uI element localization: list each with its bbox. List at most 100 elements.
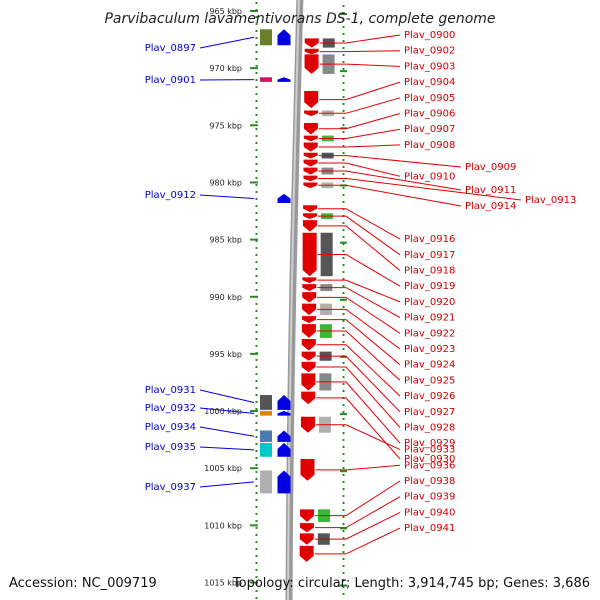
forward-gene-arrow[interactable]	[302, 303, 317, 316]
label-leader-line	[319, 97, 401, 114]
label-leader-line	[318, 155, 462, 168]
ruler-dot	[342, 166, 345, 168]
forward-gene-label[interactable]: Plav_0916	[404, 234, 455, 245]
forward-gene-label[interactable]: Plav_0929	[404, 438, 455, 449]
reverse-gene-arrow[interactable]	[277, 443, 291, 457]
reverse-gene-label[interactable]: Plav_0912	[145, 190, 196, 201]
forward-gene-label[interactable]: Plav_0930	[404, 454, 455, 465]
forward-gene-arrow[interactable]	[303, 159, 318, 167]
tick-label: 1010 kbp	[204, 521, 242, 530]
forward-gene-arrow[interactable]	[304, 91, 319, 109]
forward-gene-label[interactable]: Plav_0902	[404, 46, 455, 57]
forward-gene-label[interactable]: Plav_0909	[465, 162, 516, 173]
forward-gene-arrow[interactable]	[302, 277, 317, 284]
reverse-gene-arrow[interactable]	[277, 29, 291, 46]
forward-gene-label[interactable]: Plav_0921	[404, 313, 455, 324]
forward-gene-label[interactable]: Plav_0925	[404, 375, 455, 386]
forward-gene-arrow[interactable]	[300, 416, 315, 433]
reverse-gene-arrow[interactable]	[277, 193, 291, 204]
forward-gene-label[interactable]: Plav_0903	[404, 61, 455, 72]
forward-gene-label[interactable]: Plav_0908	[404, 140, 455, 151]
forward-gene-label[interactable]: Plav_0911	[465, 185, 516, 196]
ruler-dot	[255, 2, 258, 4]
reverse-gene-arrow[interactable]	[277, 430, 291, 442]
forward-gene-arrow[interactable]	[301, 339, 316, 351]
reverse-gene-label[interactable]: Plav_0931	[145, 385, 196, 396]
forward-gene-label[interactable]: Plav_0917	[404, 250, 455, 261]
tick-label: 995 kbp	[209, 350, 242, 359]
forward-gene-label[interactable]: Plav_0910	[404, 171, 455, 182]
forward-gene-label[interactable]: Plav_0913	[525, 195, 576, 206]
forward-gene-arrow[interactable]	[303, 142, 318, 152]
forward-gene-arrow[interactable]	[302, 292, 317, 303]
ruler-dot	[255, 513, 258, 515]
forward-gene-arrow[interactable]	[303, 135, 318, 142]
forward-gene-arrow[interactable]	[303, 167, 318, 175]
reverse-gene-label[interactable]: Plav_0937	[145, 482, 196, 493]
forward-gene-label[interactable]: Plav_0928	[404, 423, 455, 434]
ruler-dot	[255, 394, 258, 396]
forward-gene-label[interactable]: Plav_0923	[404, 344, 455, 355]
forward-gene-arrow[interactable]	[303, 182, 318, 189]
ruler-dot	[255, 72, 258, 74]
ruler-dot	[255, 23, 258, 25]
forward-gene-label[interactable]: Plav_0905	[404, 93, 455, 104]
forward-gene-label[interactable]: Plav_0918	[404, 266, 455, 277]
forward-gene-label[interactable]: Plav_0907	[404, 124, 455, 135]
forward-gene-arrow[interactable]	[303, 213, 318, 220]
reverse-gene-label[interactable]: Plav_0935	[145, 442, 196, 453]
ruler-dot	[255, 254, 258, 256]
forward-gene-arrow[interactable]	[302, 316, 317, 324]
forward-gene-arrow[interactable]	[299, 533, 314, 545]
forward-gene-label[interactable]: Plav_0920	[404, 297, 455, 308]
forward-gene-label[interactable]: Plav_0939	[404, 492, 455, 503]
label-leader-line	[319, 50, 401, 53]
forward-gene-label[interactable]: Plav_0936	[404, 460, 455, 471]
forward-gene-arrow[interactable]	[299, 523, 314, 533]
forward-gene-arrow[interactable]	[303, 152, 318, 159]
forward-gene-label[interactable]: Plav_0906	[404, 109, 455, 120]
forward-gene-label[interactable]: Plav_0926	[404, 391, 455, 402]
forward-gene-arrow[interactable]	[301, 391, 316, 405]
forward-gene-arrow[interactable]	[299, 545, 314, 562]
forward-gene-label[interactable]: Plav_0940	[404, 507, 455, 518]
reverse-gene-arrow[interactable]	[277, 470, 291, 494]
forward-gene-label[interactable]: Plav_0922	[404, 328, 455, 339]
reverse-gene-label[interactable]: Plav_0932	[145, 403, 196, 414]
reverse-gene-label[interactable]: Plav_0897	[145, 43, 196, 54]
reverse-gene-arrow[interactable]	[277, 395, 291, 410]
forward-gene-arrow[interactable]	[300, 509, 315, 522]
tick-label: 1015 kbp	[204, 579, 242, 588]
forward-gene-label[interactable]: Plav_0933	[404, 445, 455, 456]
forward-gene-arrow[interactable]	[304, 38, 319, 48]
forward-gene-arrow[interactable]	[301, 324, 316, 338]
reverse-gene-label[interactable]: Plav_0934	[145, 422, 196, 433]
forward-gene-arrow[interactable]	[304, 110, 319, 117]
forward-gene-arrow[interactable]	[303, 175, 318, 182]
forward-gene-arrow[interactable]	[302, 232, 317, 277]
reverse-gene-arrow[interactable]	[277, 77, 291, 82]
forward-gene-arrow[interactable]	[304, 48, 319, 55]
reverse-gene-label[interactable]: Plav_0901	[145, 75, 196, 86]
forward-gene-label[interactable]: Plav_0927	[404, 407, 455, 418]
forward-gene-label[interactable]: Plav_0914	[465, 201, 516, 212]
ruler-dot	[342, 173, 345, 175]
forward-gene-arrow[interactable]	[304, 54, 319, 74]
forward-gene-arrow[interactable]	[301, 351, 316, 361]
forward-gene-label[interactable]: Plav_0900	[404, 30, 455, 41]
forward-gene-arrow[interactable]	[302, 220, 317, 232]
forward-gene-arrow[interactable]	[300, 459, 315, 481]
ruler-dot	[255, 191, 258, 193]
forward-gene-label[interactable]: Plav_0941	[404, 523, 455, 534]
forward-gene-arrow[interactable]	[303, 123, 318, 135]
reverse-gene-arrow[interactable]	[277, 411, 291, 416]
forward-gene-label[interactable]: Plav_0924	[404, 360, 455, 371]
forward-gene-arrow[interactable]	[302, 284, 317, 292]
forward-gene-label[interactable]: Plav_0938	[404, 476, 455, 487]
forward-gene-arrow[interactable]	[301, 361, 316, 373]
forward-gene-label[interactable]: Plav_0919	[404, 281, 455, 292]
forward-gene-arrow[interactable]	[303, 205, 318, 213]
forward-gene-arrow[interactable]	[301, 373, 316, 391]
label-leader-line	[315, 424, 401, 451]
forward-gene-label[interactable]: Plav_0904	[404, 77, 455, 88]
